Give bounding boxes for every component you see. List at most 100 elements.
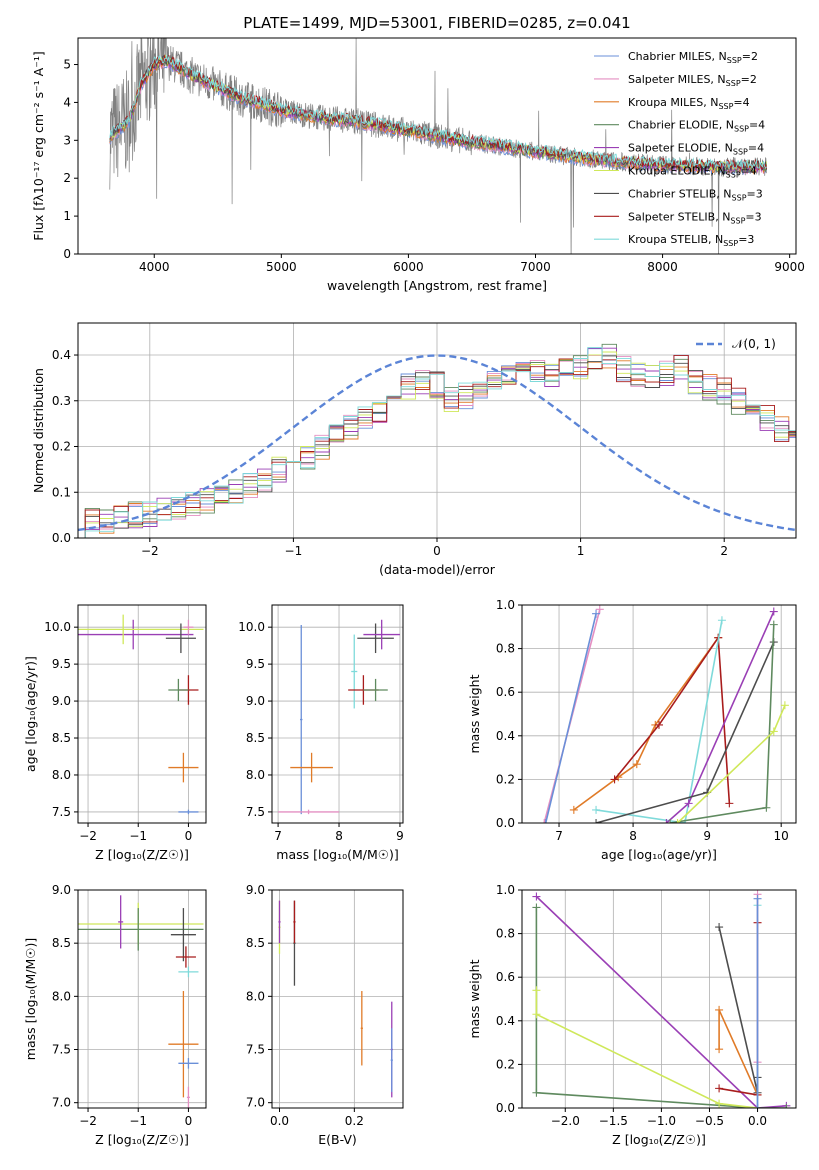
y-tick-label: 8.5 bbox=[52, 731, 71, 745]
series-marker bbox=[610, 775, 619, 784]
y-tick-label: 0.8 bbox=[496, 927, 515, 941]
y-tick-label: 7.5 bbox=[52, 1043, 71, 1057]
plot-area bbox=[278, 619, 400, 815]
plot-frame bbox=[521, 889, 797, 1109]
legend-label: Chabrier MILES, NSSP=2 bbox=[628, 50, 758, 65]
series-chabrier-miles bbox=[541, 609, 601, 823]
series-marker bbox=[762, 803, 771, 812]
errorbar-kroupa-miles bbox=[168, 752, 199, 783]
errorbar-chabrier-miles bbox=[300, 624, 303, 815]
errorbar-kroupa-miles bbox=[168, 991, 199, 1098]
x-tick-label: 9 bbox=[703, 829, 711, 843]
y-axis-label: age [log₁₀(age/yr)] bbox=[23, 656, 38, 772]
x-tick-label: −2 bbox=[79, 829, 97, 843]
series-marker bbox=[541, 819, 550, 823]
plot-frame bbox=[271, 604, 404, 824]
series-marker bbox=[753, 1104, 762, 1108]
y-tick-label: 8.0 bbox=[246, 989, 265, 1003]
x-axis-label: mass [log₁₀(M/M☉)] bbox=[276, 847, 398, 862]
y-tick-label: 0.2 bbox=[496, 772, 515, 786]
legend-label-n: =4 bbox=[741, 165, 757, 178]
y-tick-label: 4 bbox=[63, 95, 71, 109]
series-kroupa-elodie bbox=[532, 986, 762, 1108]
plot-frame bbox=[271, 889, 404, 1109]
y-axis-label: Flux [fλ10⁻¹⁷ erg cm⁻² s⁻¹ A⁻¹] bbox=[31, 51, 46, 240]
series-marker bbox=[532, 1010, 541, 1019]
x-axis-label: (data-model)/error bbox=[379, 562, 496, 577]
plot-frame bbox=[77, 37, 797, 255]
series-line bbox=[669, 624, 775, 823]
legend-label: Salpeter STELIB, NSSP=3 bbox=[628, 210, 762, 225]
y-tick-label: 1.0 bbox=[496, 598, 515, 612]
histogram-chabrier-stelib bbox=[78, 355, 796, 538]
x-tick-label: −1.0 bbox=[647, 1114, 676, 1128]
y-tick-label: 0.4 bbox=[52, 348, 71, 362]
x-tick-label: 8 bbox=[629, 829, 637, 843]
x-tick-label: −1 bbox=[129, 1114, 147, 1128]
legend-label-n: =2 bbox=[742, 50, 758, 63]
histogram-chabrier-elodie bbox=[78, 343, 796, 538]
errorbar-chabrier-miles bbox=[178, 1058, 199, 1069]
y-tick-label: 0.0 bbox=[496, 1101, 515, 1115]
series-marker bbox=[769, 607, 778, 616]
y-tick-label: 9.0 bbox=[52, 883, 71, 897]
y-tick-label: 8.5 bbox=[246, 731, 265, 745]
series-salpeter-stelib bbox=[610, 633, 734, 808]
chart-mass-vs-EBV: 0.0 0.2 7.0 7.5 8.0 8.5 9.0 E(B-V) bbox=[246, 883, 404, 1147]
x-tick-label: 8 bbox=[335, 829, 343, 843]
series-marker bbox=[715, 1005, 724, 1014]
series-marker bbox=[592, 609, 601, 618]
errorbar-kroupa-miles bbox=[290, 752, 333, 783]
plot-area bbox=[540, 605, 789, 823]
y-tick-label: 8.5 bbox=[246, 936, 265, 950]
histogram-chabrier-miles bbox=[78, 348, 796, 538]
y-tick-label: 8.0 bbox=[246, 768, 265, 782]
legend-label-n: =4 bbox=[748, 142, 764, 155]
series-kroupa-miles bbox=[715, 1005, 762, 1099]
legend-label-text: Chabrier ELODIE, N bbox=[628, 119, 734, 132]
plot-frame bbox=[77, 889, 207, 1109]
x-tick-label: 7 bbox=[555, 829, 563, 843]
legend-label-text: Chabrier MILES, N bbox=[628, 50, 727, 63]
series-line bbox=[544, 613, 597, 823]
errorbar-chabrier-elodie bbox=[363, 678, 388, 702]
x-tick-label: 7000 bbox=[520, 260, 551, 274]
y-tick-label: 8.0 bbox=[52, 768, 71, 782]
plot-area bbox=[78, 895, 204, 1108]
series-marker bbox=[595, 605, 604, 614]
y-tick-label: 0.0 bbox=[52, 531, 71, 545]
errorbar-salpeter-stelib bbox=[175, 946, 196, 968]
errorbar-salpeter-miles bbox=[278, 809, 340, 815]
histogram-kroupa-elodie bbox=[78, 351, 796, 538]
y-tick-label: 7.0 bbox=[246, 1096, 265, 1110]
series-marker bbox=[715, 1099, 724, 1108]
legend-label-sub: SSP bbox=[732, 193, 747, 202]
legend-label-n: =3 bbox=[745, 210, 761, 223]
x-tick-label: −1.5 bbox=[599, 1114, 628, 1128]
plot-area bbox=[532, 890, 791, 1108]
y-tick-label: 0.6 bbox=[496, 970, 515, 984]
legend-label-n: =2 bbox=[741, 73, 757, 86]
legend-label: Kroupa MILES, NSSP=4 bbox=[628, 96, 750, 111]
y-tick-label: 9.5 bbox=[246, 657, 265, 671]
x-axis-label: Z [log₁₀(Z/Z☉)] bbox=[612, 1132, 706, 1147]
series-marker bbox=[592, 805, 601, 814]
legend-label-sub: SSP bbox=[718, 102, 733, 111]
plot-frame bbox=[77, 604, 207, 824]
y-tick-label: 0 bbox=[63, 247, 71, 261]
series-marker bbox=[532, 903, 541, 912]
y-tick-label: 1 bbox=[63, 209, 71, 223]
series-marker bbox=[715, 1084, 724, 1093]
series-marker bbox=[532, 892, 541, 901]
series-marker bbox=[662, 819, 671, 823]
series-line bbox=[665, 611, 775, 823]
errorbar-salpeter-elodie bbox=[118, 895, 124, 949]
plot-area bbox=[109, 38, 767, 254]
legend-label: Kroupa ELODIE, NSSP=4 bbox=[628, 165, 757, 180]
x-axis-label: Z [log₁₀(Z/Z☉)] bbox=[95, 1132, 189, 1147]
chart-spectrum: 4000 5000 6000 7000 8000 9000 0 1 2 3 4 5 wavelength… bbox=[31, 37, 805, 293]
series-marker bbox=[673, 819, 682, 823]
y-axis-label: mass weight bbox=[467, 959, 482, 1038]
